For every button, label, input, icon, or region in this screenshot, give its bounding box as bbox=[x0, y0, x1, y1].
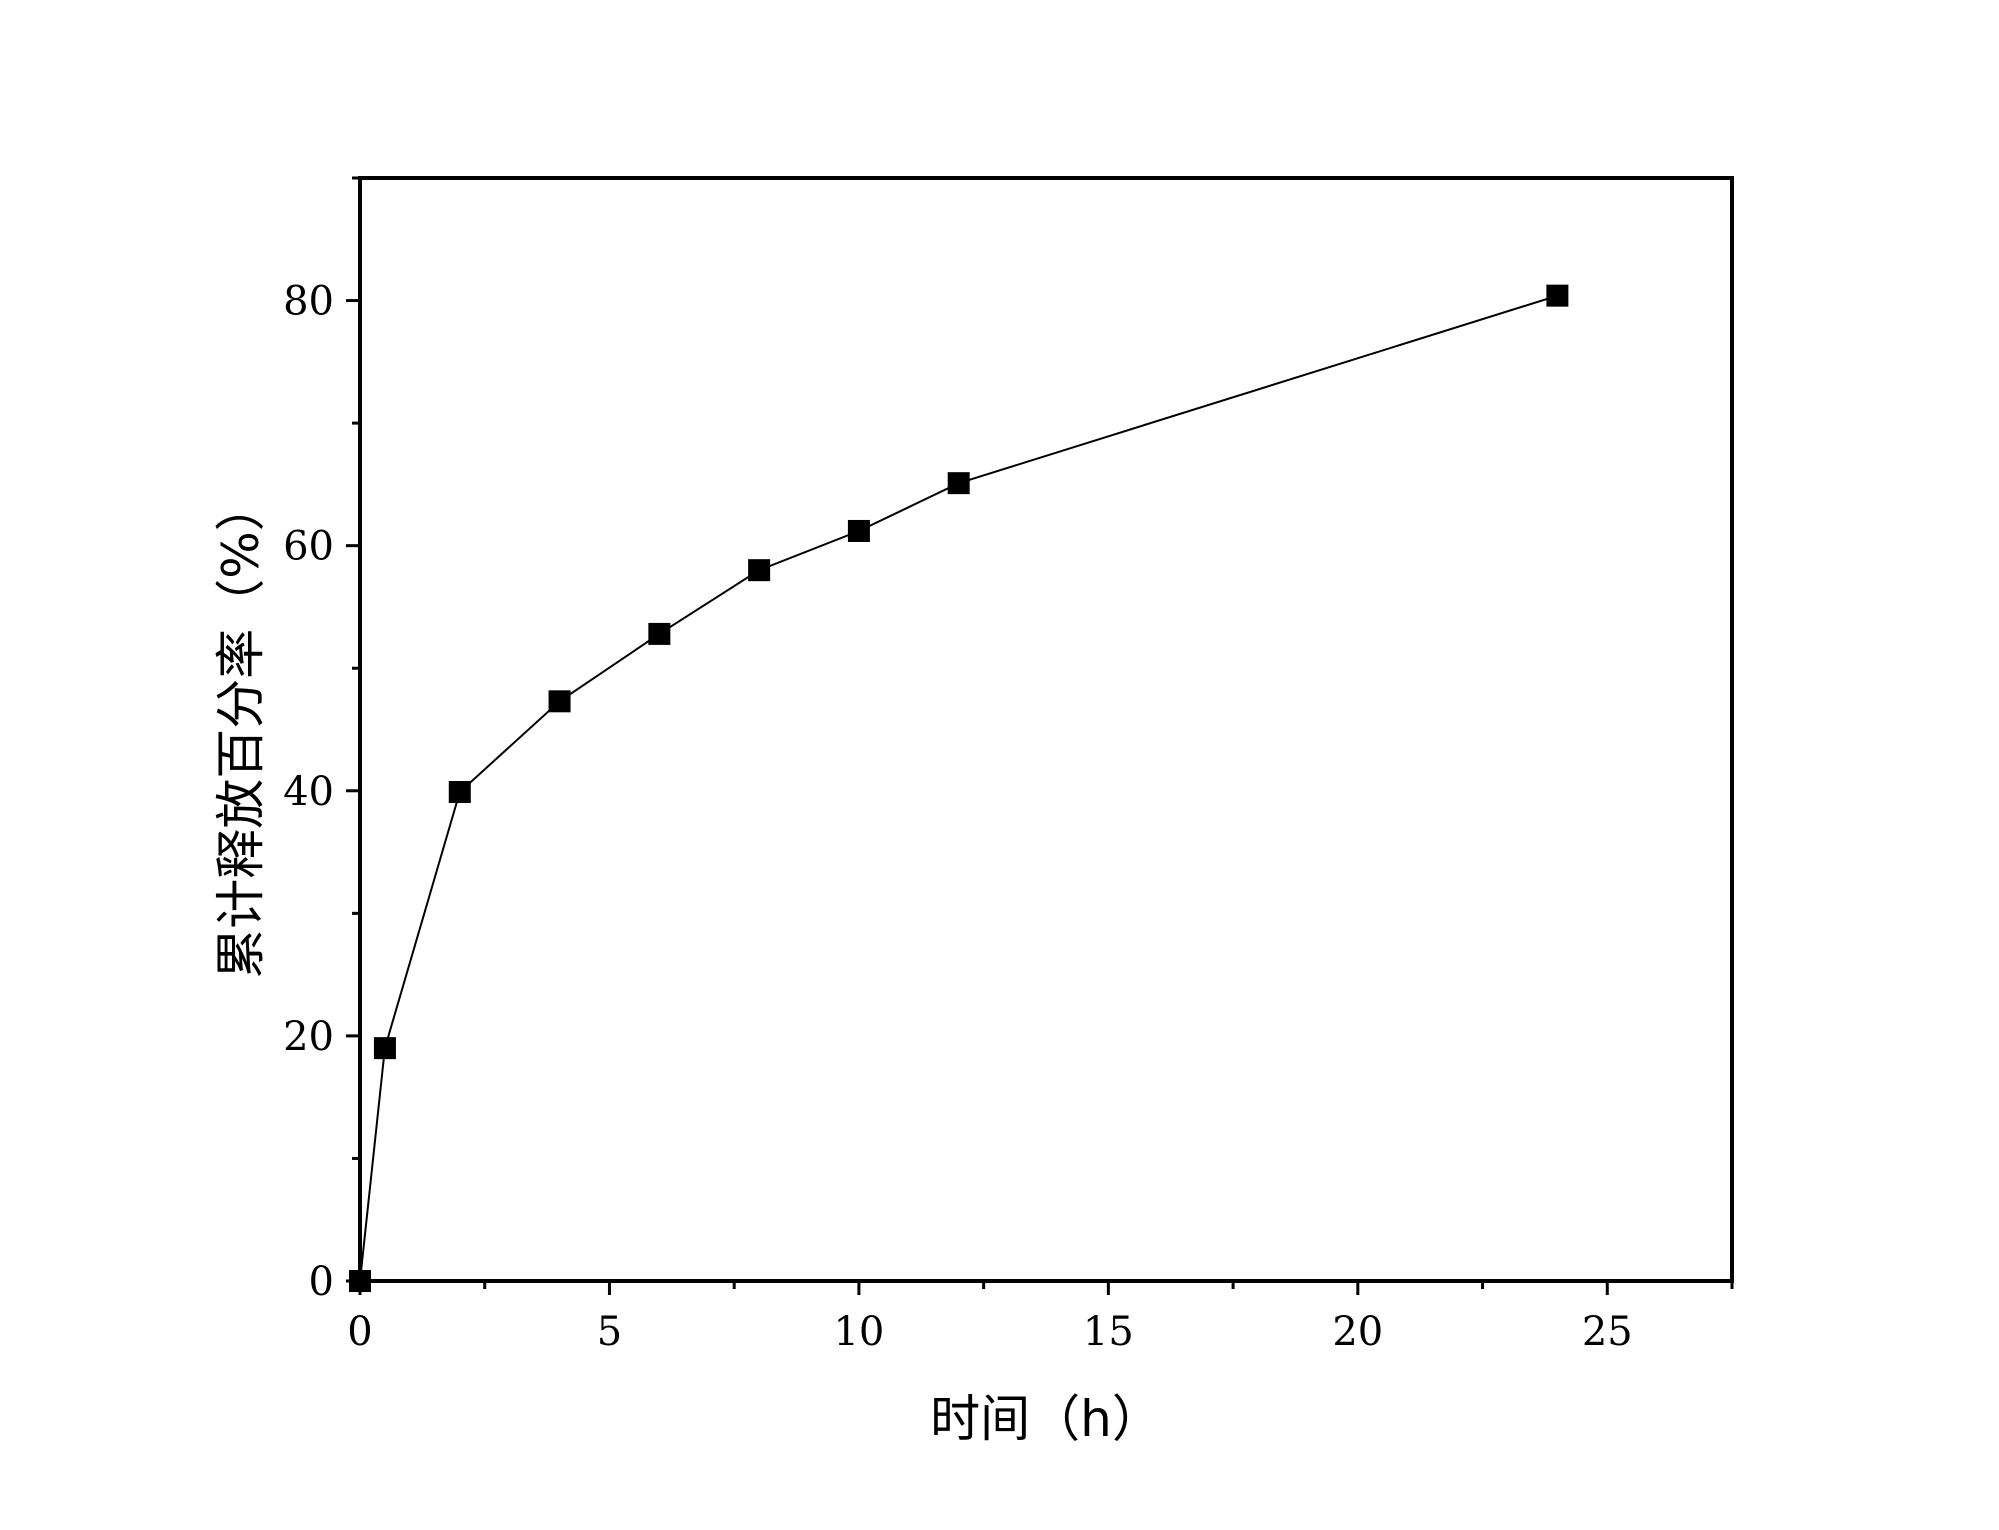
x-tick-label: 5 bbox=[597, 1309, 622, 1355]
y-tick-label: 80 bbox=[283, 279, 334, 325]
data-point-marker bbox=[548, 690, 571, 713]
x-tick-label: 25 bbox=[1582, 1309, 1633, 1355]
tick-labels: 0 5 10 15 20 25 0 20 40 60 80 bbox=[283, 279, 1633, 1355]
data-point-marker bbox=[847, 519, 870, 542]
y-axis-title: 累计释放百分率（%） bbox=[212, 481, 270, 979]
x-tick-label: 15 bbox=[1083, 1309, 1134, 1355]
data-point-marker bbox=[947, 472, 970, 495]
x-tick-label: 10 bbox=[833, 1309, 884, 1355]
y-tick-label: 0 bbox=[309, 1259, 334, 1305]
data-point-marker bbox=[748, 559, 771, 582]
data-point-marker bbox=[373, 1037, 396, 1060]
y-tick-label: 40 bbox=[283, 769, 334, 815]
data-point-marker bbox=[1546, 284, 1569, 307]
x-tick-label: 0 bbox=[347, 1309, 372, 1355]
x-tick-label: 20 bbox=[1332, 1309, 1383, 1355]
data-point-marker bbox=[448, 781, 471, 804]
y-tick-label: 20 bbox=[283, 1014, 334, 1060]
plot-frame bbox=[358, 176, 1734, 1283]
data-point-marker bbox=[648, 622, 671, 645]
y-tick-label: 60 bbox=[283, 524, 334, 570]
x-axis-title: 时间（h） bbox=[930, 1390, 1162, 1448]
